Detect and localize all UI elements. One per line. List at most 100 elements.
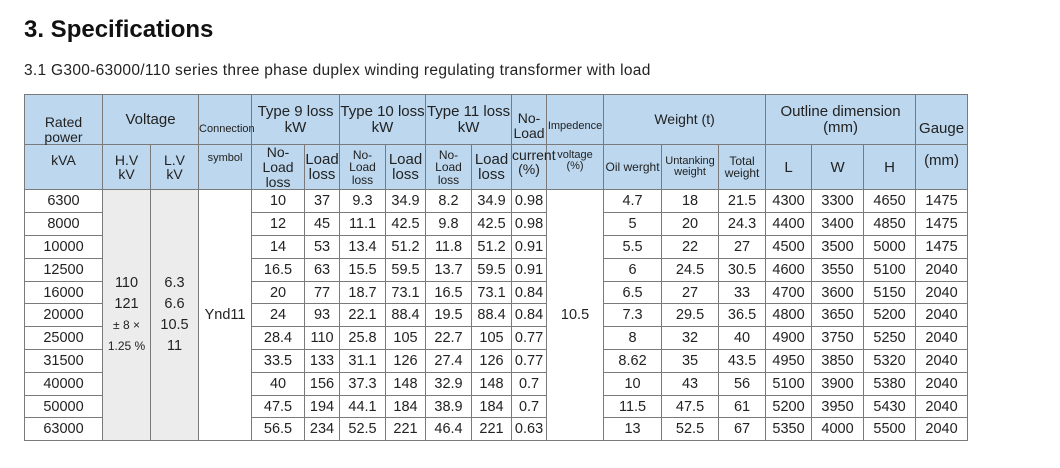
cell-untanking-weight: 24.5 — [661, 257, 720, 282]
header-impedance: Impedence — [546, 93, 605, 146]
cell-type11-load-loss: 34.9 — [471, 189, 513, 214]
cell-type11-noload-loss: 8.2 — [425, 189, 473, 214]
cell-rated-power: 6300 — [24, 189, 103, 214]
header-type9-load: Load loss — [304, 144, 341, 191]
cell-type11-load-loss: 88.4 — [471, 303, 513, 328]
header-connection-symbol: symbol — [198, 144, 253, 191]
cell-gauge: 2040 — [915, 349, 969, 373]
cell-type9-load-loss: 37 — [304, 189, 341, 214]
cell-dim-l: 4900 — [765, 326, 813, 351]
cell-dim-l: 5200 — [765, 394, 813, 419]
cell-total-weight: 61 — [718, 394, 767, 419]
cell-gauge: 1475 — [915, 235, 969, 259]
cell-type10-noload-loss: 52.5 — [339, 417, 387, 442]
cell-impedance-voltage: 10.5 — [546, 189, 605, 442]
cell-total-weight: 36.5 — [718, 303, 767, 328]
cell-oil-weight: 5.5 — [603, 235, 663, 259]
cell-untanking-weight: 35 — [661, 349, 720, 373]
cell-noload-current: 0.84 — [511, 303, 548, 328]
cell-untanking-weight: 32 — [661, 326, 720, 351]
cell-oil-weight: 8 — [603, 326, 663, 351]
header-type9: Type 9 loss kW — [251, 93, 341, 146]
header-type11-load: Load loss — [471, 144, 513, 191]
hv-voltage-line: ± 8 × — [113, 318, 140, 333]
page-title: 3. Specifications — [24, 16, 214, 43]
cell-type9-noload-loss: 20 — [251, 280, 306, 305]
cell-dim-h: 4850 — [863, 212, 917, 237]
cell-oil-weight: 10 — [603, 371, 663, 396]
table-row: 63000 56.5 234 52.5 221 46.4 221 0.63 13 52.5 67 53… — [24, 417, 1031, 442]
cell-type11-noload-loss: 27.4 — [425, 349, 473, 373]
cell-gauge: 1475 — [915, 189, 969, 214]
lv-voltage-line: 11 — [166, 338, 183, 355]
cell-dim-h: 4650 — [863, 189, 917, 214]
cell-rated-power: 12500 — [24, 257, 103, 282]
cell-total-weight: 33 — [718, 280, 767, 305]
cell-type11-noload-loss: 11.8 — [425, 235, 473, 259]
cell-dim-w: 3850 — [811, 349, 865, 373]
cell-total-weight: 40 — [718, 326, 767, 351]
cell-noload-current: 0.98 — [511, 212, 548, 237]
cell-type9-noload-loss: 40 — [251, 371, 306, 396]
table-caption: 3.1 G300-63000/110 series three phase du… — [24, 62, 651, 79]
cell-untanking-weight: 27 — [661, 280, 720, 305]
table-row: 6300 110 121 ± 8 × 1.25 % 6.3 6.6 10.5 11 Ynd11 10… — [24, 189, 1031, 442]
header-dim-l: L — [765, 144, 813, 191]
cell-type10-noload-loss: 22.1 — [339, 303, 387, 328]
hv-voltage-line: 1.25 % — [107, 339, 146, 354]
cell-rated-power: 8000 — [24, 212, 103, 237]
cell-noload-current: 0.7 — [511, 371, 548, 396]
cell-dim-h: 5100 — [863, 257, 917, 282]
cell-dim-h: 5250 — [863, 326, 917, 351]
cell-gauge: 2040 — [915, 417, 969, 442]
cell-noload-current: 0.7 — [511, 394, 548, 419]
lv-voltage-line: 6.6 — [164, 296, 185, 313]
cell-dim-w: 3550 — [811, 257, 865, 282]
header-rated-power: Rated power — [24, 93, 103, 146]
cell-total-weight: 43.5 — [718, 349, 767, 373]
header-type11-noload: No-Load loss — [425, 144, 473, 191]
cell-dim-l: 5100 — [765, 371, 813, 396]
cell-type11-noload-loss: 22.7 — [425, 326, 473, 351]
cell-gauge: 2040 — [915, 303, 969, 328]
cell-type9-load-loss: 156 — [304, 371, 341, 396]
header-untanking-weight: Untanking weight — [661, 144, 720, 191]
cell-type11-load-loss: 51.2 — [471, 235, 513, 259]
header-type10-load: Load loss — [385, 144, 427, 191]
cell-rated-power: 40000 — [24, 371, 103, 396]
cell-dim-w: 3400 — [811, 212, 865, 237]
cell-oil-weight: 11.5 — [603, 394, 663, 419]
cell-type9-load-loss: 110 — [304, 326, 341, 351]
header-gauge-unit: (mm) — [915, 144, 969, 191]
cell-dim-h: 5150 — [863, 280, 917, 305]
cell-type9-noload-loss: 12 — [251, 212, 306, 237]
cell-dim-w: 3650 — [811, 303, 865, 328]
cell-rated-power: 63000 — [24, 417, 103, 442]
cell-type11-load-loss: 59.5 — [471, 257, 513, 282]
cell-type10-load-loss: 126 — [385, 349, 427, 373]
cell-type9-noload-loss: 14 — [251, 235, 306, 259]
cell-type11-noload-loss: 19.5 — [425, 303, 473, 328]
cell-connection-symbol: Ynd11 — [198, 189, 253, 442]
header-noload-current-unit: current (%) — [511, 144, 556, 191]
cell-gauge: 1475 — [915, 212, 969, 237]
header-impedance-unit: voltage (%) — [546, 144, 605, 191]
cell-gauge: 2040 — [915, 326, 969, 351]
header-oil-weight: Oil werght — [603, 144, 663, 191]
cell-noload-current: 0.63 — [511, 417, 548, 442]
cell-type10-noload-loss: 13.4 — [339, 235, 387, 259]
cell-type10-noload-loss: 11.1 — [339, 212, 387, 237]
cell-oil-weight: 13 — [603, 417, 663, 442]
cell-type9-load-loss: 45 — [304, 212, 341, 237]
cell-untanking-weight: 18 — [661, 189, 720, 214]
header-connection: Connection — [198, 93, 255, 146]
cell-type9-load-loss: 234 — [304, 417, 341, 442]
cell-type9-noload-loss: 47.5 — [251, 394, 306, 419]
cell-dim-w: 4000 — [811, 417, 865, 442]
cell-type10-load-loss: 42.5 — [385, 212, 427, 237]
header-voltage: Voltage — [101, 93, 200, 146]
cell-dim-h: 5500 — [863, 417, 917, 442]
cell-dim-h: 5000 — [863, 235, 917, 259]
cell-type11-load-loss: 148 — [471, 371, 513, 396]
cell-dim-w: 3600 — [811, 280, 865, 305]
